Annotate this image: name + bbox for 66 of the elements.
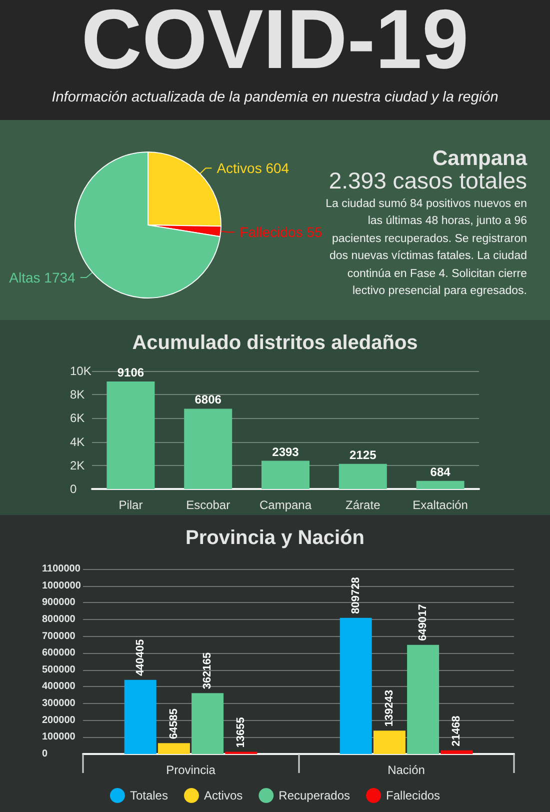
y-tick-label: 6K: [70, 411, 85, 426]
text: Información actualizada de la pandemia en nuestra ciudad y la región: [52, 90, 498, 106]
data-label: 440405: [134, 639, 146, 676]
data-label: 362165: [202, 652, 214, 690]
data-label: 21468: [450, 716, 463, 746]
y-tick-label: 0: [70, 482, 77, 496]
slice-label: Activos: [216, 160, 266, 176]
x-tick-label: Nación: [388, 763, 425, 777]
bar: [158, 743, 190, 754]
y-tick-label: 8K: [70, 388, 85, 402]
data-label: 64585: [168, 708, 180, 740]
data-label: 684: [430, 464, 451, 479]
y-tick-label: 4K: [70, 434, 85, 449]
data-label: 55: [306, 224, 322, 240]
y-tick-label: 2K: [70, 458, 85, 472]
text: La ciudad sumó 84 positivos nuevos en las últimas 48 horas, junto a 96 pacientes recuperados. Se registraron dos nuevas víctimas fatales. La ciudad continúa en Fase 4. Solicitan cierre lectivo presencial para egresados.: [324, 197, 527, 300]
y-tick-label: 400000: [42, 681, 76, 692]
y-tick-label: 900000: [42, 597, 76, 608]
data-label: 13655: [235, 717, 248, 748]
legend-label: Totales: [130, 788, 168, 802]
text: COVID-19: [81, 0, 469, 86]
y-tick-label: 800000: [42, 614, 76, 625]
data-label: 2393: [272, 444, 300, 459]
legend-label: Recuperados: [278, 788, 350, 802]
data-label: 1734: [44, 270, 76, 286]
y-tick-label: 1000000: [42, 580, 82, 592]
data-label: 809728: [350, 577, 362, 614]
y-tick-label: 300000: [42, 698, 76, 710]
data-label: 2125: [350, 448, 377, 462]
bar: [440, 750, 473, 754]
y-tick-label: 1100000: [42, 564, 81, 574]
y-tick-label: 100000: [42, 732, 76, 743]
data-label: 139243: [383, 690, 396, 727]
bar: [262, 460, 310, 489]
x-tick-label: Exaltación: [412, 498, 468, 512]
bar: [184, 408, 232, 489]
legend-label: Fallecidos: [386, 788, 440, 802]
bar: [106, 382, 155, 489]
bar: [338, 464, 387, 489]
data-label: 649017: [417, 604, 430, 641]
chart-title: Acumulado distritos aledaños: [132, 332, 418, 354]
text: Campana: [432, 147, 528, 170]
x-tick-label: Campana: [259, 498, 312, 512]
bar: [416, 480, 464, 489]
bar: [124, 680, 156, 754]
x-tick-label: Escobar: [186, 498, 230, 512]
bar: [192, 693, 224, 754]
data-label: 6806: [194, 392, 222, 407]
y-tick-label: 700000: [42, 630, 76, 642]
y-tick-label: 200000: [42, 714, 76, 726]
bar: [340, 618, 372, 754]
legend-label: Activos: [204, 788, 243, 802]
y-tick-label: 600000: [42, 648, 76, 659]
bar: [373, 730, 406, 754]
slice-label: Altas: [9, 270, 44, 286]
chart-title: Provincia y Nación: [186, 527, 364, 549]
slice-label: Fallecidos: [240, 224, 307, 240]
x-tick-label: Zárate: [346, 498, 381, 512]
x-tick-label: Pilar: [118, 498, 143, 512]
y-tick-label: 0: [42, 748, 48, 760]
y-tick-label: 10K: [70, 364, 92, 378]
y-tick-label: 500000: [42, 664, 76, 676]
data-label: 604: [266, 160, 290, 176]
data-label: 9106: [117, 366, 144, 380]
x-tick-label: Provincia: [166, 763, 216, 777]
bar: [407, 644, 440, 754]
